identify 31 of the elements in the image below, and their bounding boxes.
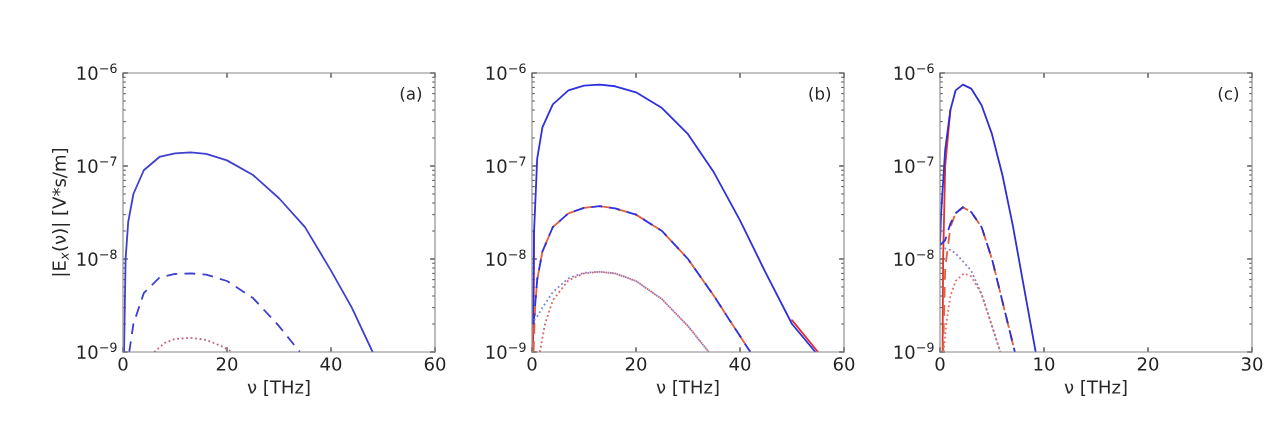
x-axis-title: ν [THz] xyxy=(247,379,310,396)
y-tick-label: 10$^{−7}$ xyxy=(894,156,934,173)
y-tick-label: 10$^{−6}$ xyxy=(894,63,934,80)
annotation: (c) xyxy=(1218,86,1239,102)
x-tick-label: 0 xyxy=(118,357,128,371)
y-axis-title: |E$_{x}$(ν)| [V*s/m] xyxy=(51,148,70,276)
y-tick-label: 10$^{−9}$ xyxy=(894,342,934,359)
x-tick-label: 20 xyxy=(1137,357,1159,371)
annotation: (b) xyxy=(809,86,831,102)
x-tick-label: 60 xyxy=(833,357,855,371)
x-axis-title: ν [THz] xyxy=(656,379,719,396)
x-tick-label: 0 xyxy=(935,357,945,371)
y-tick-label: 10$^{−6}$ xyxy=(486,63,526,80)
x-tick-label: 20 xyxy=(216,357,238,371)
y-tick-label: 10$^{−7}$ xyxy=(77,156,117,173)
x-axis-title: ν [THz] xyxy=(1064,379,1127,396)
y-tick-label: 10$^{−9}$ xyxy=(77,342,117,359)
x-tick-label: 20 xyxy=(625,357,647,371)
x-tick-label: 60 xyxy=(424,357,446,371)
y-tick-label: 10$^{−6}$ xyxy=(77,63,117,80)
y-tick-label: 10$^{−9}$ xyxy=(486,342,526,359)
x-tick-label: 30 xyxy=(1241,357,1263,371)
x-tick-label: 40 xyxy=(729,357,751,371)
annotation: (a) xyxy=(400,86,422,102)
y-tick-label: 10$^{−8}$ xyxy=(894,249,934,266)
y-tick-label: 10$^{−8}$ xyxy=(486,249,526,266)
x-tick-label: 40 xyxy=(320,357,342,371)
x-tick-label: 10 xyxy=(1034,357,1055,371)
y-tick-label: 10$^{−8}$ xyxy=(77,249,117,266)
y-tick-label: 10$^{−7}$ xyxy=(486,156,526,173)
x-tick-label: 0 xyxy=(527,357,537,371)
